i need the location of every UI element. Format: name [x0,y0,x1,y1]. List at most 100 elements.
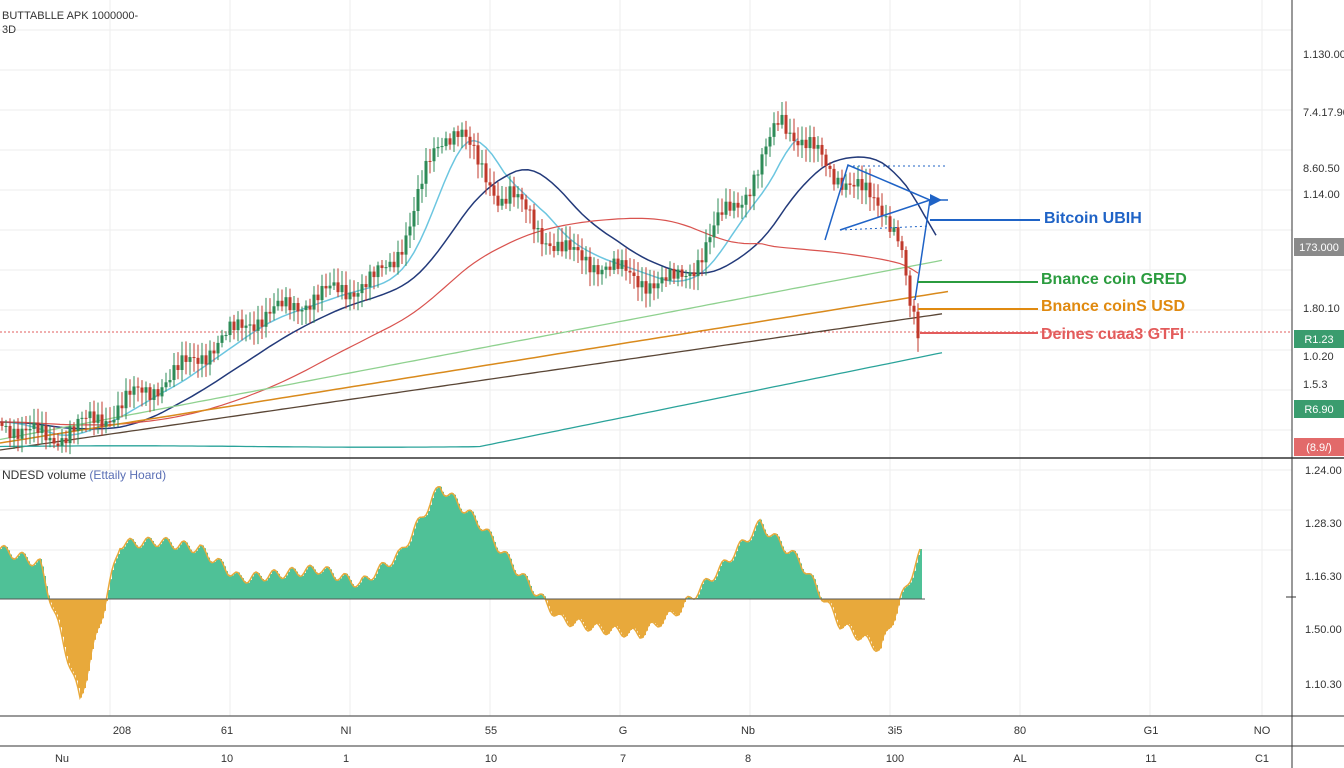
volume-bar [554,599,556,617]
volume-title-sub: (Ettaily Hoard) [89,468,167,482]
candle-body [224,335,228,337]
time-axis-labels: 208 61 NI 55 G Nb 3i5 80 G1 NO Nu 10 1 10 7 8 100 AL 11 C1 [55,725,1271,765]
volume-bar [760,519,762,599]
volume-bar [26,557,28,599]
volume-bar [66,599,68,657]
volume-bar [784,550,786,599]
volume-bar [50,599,52,603]
volume-bar [700,589,702,599]
volume-bar [792,550,794,599]
volume-bar [336,579,338,599]
volume-bar [822,599,824,601]
volume-bar [146,538,148,599]
volume-bar [826,599,828,602]
volume-bar [742,539,744,599]
candle-body [896,227,900,242]
volume-bar [874,599,876,650]
candle-body [544,243,548,245]
volume-bar [572,599,574,626]
volume-bar [492,536,494,599]
volume-bar [708,579,710,599]
volume-bar [626,599,628,636]
volume-bar [256,572,258,599]
price-badge [1294,438,1344,456]
volume-bar [110,579,112,599]
time-axis-label-bottom: Nu [55,753,69,765]
volume-bar [530,585,532,599]
volume-bar [348,576,350,599]
volume-bar [366,576,368,599]
volume-bar [576,599,578,621]
candle-body [852,184,856,187]
candle-body [692,272,696,277]
price-axis-label: 1.0.20 [1303,351,1334,363]
volume-bar [84,599,86,689]
volume-bar [334,577,336,599]
volume-bar [848,599,850,625]
volume-bar [578,599,580,619]
volume-bar [634,599,636,629]
volume-bar [432,498,434,599]
volume-bar [38,559,40,599]
candle-body [228,321,232,336]
candle-body [144,387,148,393]
candle-body [488,182,492,186]
volume-bar [606,599,608,635]
volume-bar [270,574,272,599]
time-axis-label-top: Nb [741,725,755,737]
volume-bar [118,553,120,599]
candle-body [468,136,472,145]
volume-bar [460,508,462,599]
volume-bar [14,559,16,599]
candle-body [576,247,580,251]
volume-bar [860,599,862,640]
candle-body [332,282,336,286]
volume-bar [892,599,894,626]
chart-title: BUTTABLLE APK 1000000- [2,10,139,22]
volume-bar [156,546,158,599]
volume-bar [80,599,82,698]
time-axis-label-top: 80 [1014,725,1026,737]
candle-body [788,132,792,134]
candle-body [652,283,656,289]
volume-bar [108,589,110,599]
volume-bar [2,546,4,599]
candle-body [256,319,260,331]
volume-bar [358,585,360,599]
volume-bar [224,566,226,599]
trend-triangle [824,163,933,241]
candle-body [176,365,180,370]
candle-body [512,186,516,198]
volume-bar [796,553,798,599]
volume-bar [718,571,720,599]
volume-bar [574,599,576,624]
candle-body [768,136,772,147]
candle-body [820,144,824,155]
price-axis-labels: 1.130.00 7.4.17.90 8.60.50 1.14.00 1.80.10 1.… [1303,49,1344,391]
candle-body [124,390,128,409]
candle-body [572,247,576,250]
volume-bar [310,565,312,599]
volume-bar [308,566,310,599]
candle-body [484,163,488,183]
volume-bar [232,575,234,599]
volume-bar [830,599,832,604]
volume-bar [134,542,136,599]
volume-bar [106,599,108,602]
candle-body [112,419,116,423]
volume-bar [696,597,698,599]
candle-body [344,284,348,300]
candle-body [684,276,688,278]
volume-bar [408,545,410,599]
volume-bar [74,599,76,676]
chart-interval[interactable]: 3D [2,24,17,36]
volume-bar [258,573,260,599]
candle-body [312,294,316,310]
volume-bar [814,579,816,599]
volume-bar [532,591,534,599]
volume-bar [444,495,446,599]
volume-bar [788,553,790,599]
volume-bar [92,599,94,649]
volume-bar [298,574,300,599]
